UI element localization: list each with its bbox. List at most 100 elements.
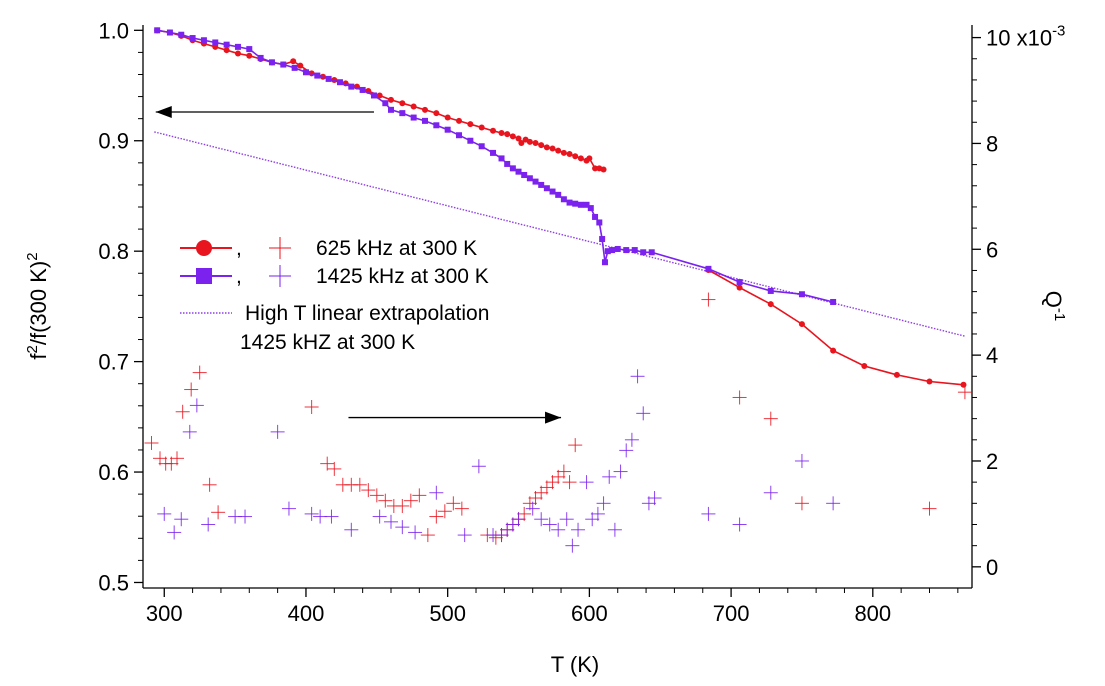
data-point — [457, 528, 472, 543]
y-left-axis-title: f2/f(300 K)2 — [24, 252, 51, 359]
frequency-data-layer — [154, 27, 967, 388]
data-point — [189, 35, 196, 42]
data-point — [361, 483, 376, 498]
data-point — [624, 432, 639, 447]
data-point — [767, 301, 774, 308]
data-point — [498, 155, 505, 162]
data-point — [144, 435, 159, 450]
x-axis-title: T (K) — [551, 652, 599, 677]
series-4-group — [157, 369, 841, 553]
data-point — [532, 178, 539, 185]
data-point — [234, 50, 241, 57]
data-point — [504, 131, 511, 138]
data-point — [290, 58, 297, 65]
loss-data-layer — [144, 292, 972, 553]
legend-sep-625: , — [236, 237, 242, 260]
data-point — [534, 512, 549, 527]
data-point — [526, 175, 533, 182]
data-point — [538, 181, 545, 188]
y-left-axis: 0.5 0.6 0.7 0.8 0.9 1.0 — [98, 18, 143, 595]
data-point — [960, 381, 967, 388]
data-point — [302, 69, 309, 76]
data-point — [528, 491, 543, 506]
y-right-tick-label: 0 — [986, 555, 998, 580]
data-point — [370, 92, 377, 99]
data-point — [571, 522, 586, 537]
data-point — [542, 517, 557, 532]
data-point — [614, 245, 621, 252]
data-point — [211, 505, 226, 520]
data-point — [543, 144, 550, 151]
data-point — [560, 196, 567, 203]
x-tick-label: 300 — [146, 601, 183, 626]
data-point — [387, 96, 394, 103]
data-point — [592, 213, 599, 220]
data-point — [500, 522, 515, 537]
y-right-tick-label: 8 — [986, 131, 998, 156]
data-point — [590, 506, 605, 521]
data-point — [830, 298, 837, 305]
data-point — [515, 135, 522, 142]
data-point — [504, 160, 511, 167]
data-point — [410, 103, 417, 110]
data-point — [549, 188, 556, 195]
data-point — [526, 138, 533, 145]
data-point — [565, 538, 580, 553]
extrapolation-line — [154, 131, 966, 337]
y-right-axis: 0 2 4 6 8 10 x10-3 — [972, 23, 1065, 580]
data-point — [320, 456, 335, 471]
data-point — [157, 506, 172, 521]
data-point — [304, 399, 319, 414]
data-point — [592, 165, 599, 172]
data-point — [798, 321, 805, 328]
data-point — [607, 522, 622, 537]
data-point — [509, 165, 516, 172]
data-point — [767, 287, 774, 294]
data-point — [382, 100, 389, 107]
data-point — [184, 382, 199, 397]
data-point — [562, 475, 577, 490]
data-point — [175, 404, 190, 419]
data-point — [515, 168, 522, 175]
data-point — [478, 124, 485, 131]
data-point — [701, 506, 716, 521]
data-point — [560, 149, 567, 156]
data-point — [376, 92, 383, 99]
y-left-tick-label: 0.6 — [98, 460, 129, 485]
data-point — [604, 248, 611, 255]
data-point — [579, 475, 594, 490]
y-right-tick-label: 10 x10-3 — [986, 23, 1065, 51]
data-point — [223, 41, 230, 48]
data-point — [446, 496, 461, 511]
data-point — [521, 171, 528, 178]
series-0-gap — [604, 169, 709, 269]
data-point — [336, 79, 343, 86]
series-0-line — [708, 269, 964, 386]
data-point — [268, 59, 275, 66]
data-point — [893, 371, 900, 378]
data-point — [566, 199, 573, 206]
legend-label-625: 625 kHz at 300 K — [316, 237, 477, 260]
series-1-group — [154, 27, 837, 305]
data-point — [551, 522, 566, 537]
data-point — [599, 236, 606, 243]
x-tick-label: 800 — [854, 601, 891, 626]
legend-sep-1425: , — [236, 265, 242, 288]
data-point — [798, 291, 805, 298]
data-point — [429, 509, 444, 524]
data-point — [587, 205, 594, 212]
data-point — [539, 480, 554, 495]
data-point — [467, 137, 474, 144]
data-point — [437, 504, 452, 519]
data-point — [596, 496, 611, 511]
data-point — [456, 132, 463, 139]
data-point — [596, 219, 603, 226]
data-point — [395, 520, 410, 535]
legend-label-1425: 1425 kHz at 300 K — [316, 265, 489, 288]
series-1-line — [157, 29, 834, 303]
data-point — [200, 37, 207, 44]
legend-plus-625 — [269, 237, 291, 259]
data-point — [556, 464, 571, 479]
data-point — [826, 496, 841, 511]
